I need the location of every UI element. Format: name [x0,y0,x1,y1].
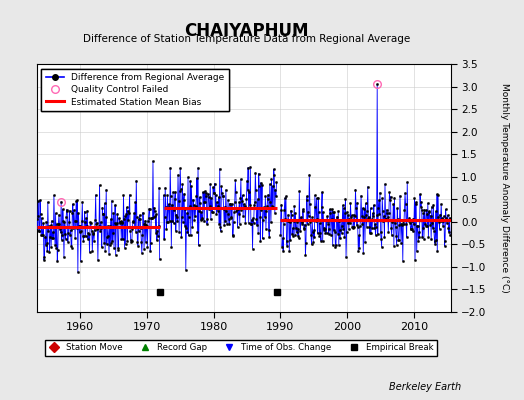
Y-axis label: Monthly Temperature Anomaly Difference (°C): Monthly Temperature Anomaly Difference (… [500,83,509,293]
Legend: Difference from Regional Average, Quality Control Failed, Estimated Station Mean: Difference from Regional Average, Qualit… [41,68,229,111]
Text: Berkeley Earth: Berkeley Earth [389,382,461,392]
Legend: Station Move, Record Gap, Time of Obs. Change, Empirical Break: Station Move, Record Gap, Time of Obs. C… [45,340,437,356]
Text: Difference of Station Temperature Data from Regional Average: Difference of Station Temperature Data f… [83,34,410,44]
Text: CHAIYAPHUM: CHAIYAPHUM [184,22,309,40]
